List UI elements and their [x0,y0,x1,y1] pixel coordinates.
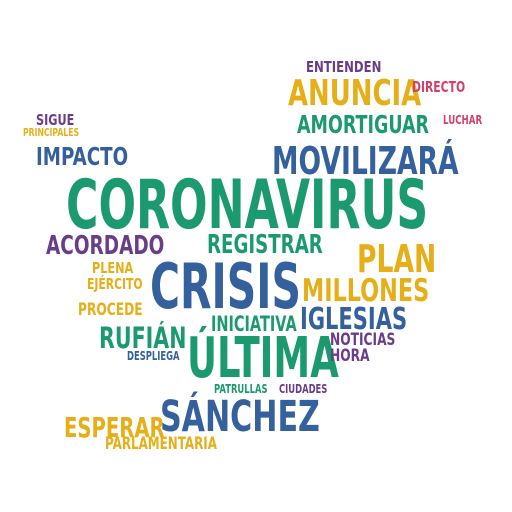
word-movilizara: MOVILIZARÁ [272,139,459,183]
word-plena: PLENA [92,259,134,277]
word-registrar: REGISTRAR [207,230,323,260]
word-hora: HORA [330,346,370,366]
word-impacto: IMPACTO [36,142,129,171]
word-sigue: SIGUE [36,111,75,129]
word-luchar: LUCHAR [443,113,483,127]
word-entienden: ENTIENDEN [306,58,382,76]
word-crisis: CRISIS [150,250,301,323]
word-sanchez: SÁNCHEZ [160,392,320,442]
word-ciudades: CIUDADES [279,382,328,396]
word-despliega: DESPLIEGA [127,349,180,363]
word-millones: MILLONES [302,273,430,309]
word-iniciativa: INICIATIVA [211,312,297,336]
word-ejercito: EJÉRCITO [87,275,143,293]
word-patrullas: PATRULLAS [214,382,268,396]
word-directo: DIRECTO [412,78,466,96]
word-procede: PROCEDE [78,300,143,320]
word-noticias: NOTICIAS [330,330,396,350]
word-plan: PLAN [357,237,437,281]
word-amortiguar: AMORTIGUAR [297,110,430,139]
word-ultima: ÚLTIMA [187,326,339,391]
word-esperar: ESPERAR [64,411,165,444]
word-acordado: ACORDADO [46,231,165,261]
word-anuncia: ANUNCIA [288,73,422,114]
word-rufian: RUFIÁN [99,321,187,355]
word-principales: PRINCIPALES [23,126,80,139]
word-iglesias: IGLESIAS [300,302,408,337]
word-parlamentaria: PARLAMENTARIA [105,434,217,454]
word-coronavirus: CORONAVIRUS [66,166,429,245]
